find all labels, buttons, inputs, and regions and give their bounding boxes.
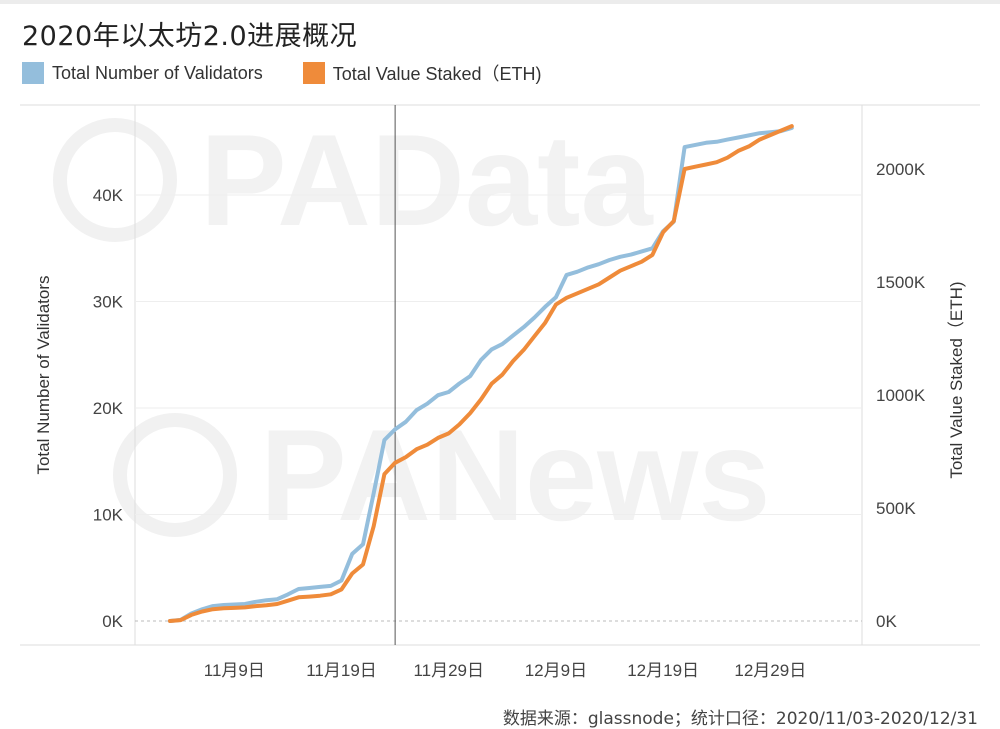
right-tick-label: 500K xyxy=(876,499,916,518)
axis-ticks: 0K 10K 20K 30K 40K 0K 500K 1000K 1500K 2000K 11月9日… xyxy=(34,160,966,680)
watermark-padata: PAData xyxy=(53,107,654,253)
watermark-text: PANews xyxy=(260,402,771,548)
series-line-staked xyxy=(168,124,794,623)
left-tick-label: 20K xyxy=(93,399,124,418)
legend-item-staked[interactable]: Total Value Staked（ETH) xyxy=(302,60,542,86)
left-tick-label: 0K xyxy=(102,612,123,631)
left-tick-label: 40K xyxy=(93,186,124,205)
watermark-panews: PANews xyxy=(113,402,771,548)
watermark-logo-icon xyxy=(113,413,237,537)
legend-item-validators[interactable]: Total Number of Validators xyxy=(22,62,263,84)
series-layer xyxy=(168,105,794,645)
legend-label-validators: Total Number of Validators xyxy=(52,62,263,83)
x-tick-label: 11月9日 xyxy=(204,661,265,680)
watermark-text: PAData xyxy=(200,107,654,253)
chart-title: 2020年以太坊2.0进展概况 xyxy=(22,21,358,52)
x-tick-label: 11月19日 xyxy=(306,661,377,680)
left-tick-label: 30K xyxy=(93,293,124,312)
right-tick-label: 0K xyxy=(876,612,897,631)
right-tick-label: 1000K xyxy=(876,386,926,405)
watermark-layer: PAData PANews xyxy=(53,107,771,548)
legend: Total Number of Validators Total Value S… xyxy=(22,62,582,84)
right-tick-label: 2000K xyxy=(876,160,926,179)
legend-label-staked: Total Value Staked（ETH) xyxy=(332,64,542,84)
watermark-logo-icon xyxy=(53,118,177,242)
legend-swatch-validators xyxy=(22,62,44,84)
gridlines xyxy=(135,194,862,622)
x-tick-label: 12月19日 xyxy=(627,661,699,680)
source-note: 数据来源：glassnode；统计口径：2020/11/03-2020/12/3… xyxy=(502,709,978,729)
right-axis-title: Total Value Staked（ETH) xyxy=(947,281,966,478)
right-tick-label: 1500K xyxy=(876,273,926,292)
x-tick-label: 12月29日 xyxy=(734,661,806,680)
left-tick-label: 10K xyxy=(93,506,124,525)
left-axis-title: Total Number of Validators xyxy=(34,275,53,474)
top-border xyxy=(0,0,1000,4)
x-tick-label: 11月29日 xyxy=(413,661,484,680)
legend-swatch-staked xyxy=(302,62,325,84)
series-line-validators xyxy=(168,125,794,623)
x-tick-label: 12月9日 xyxy=(525,661,587,680)
